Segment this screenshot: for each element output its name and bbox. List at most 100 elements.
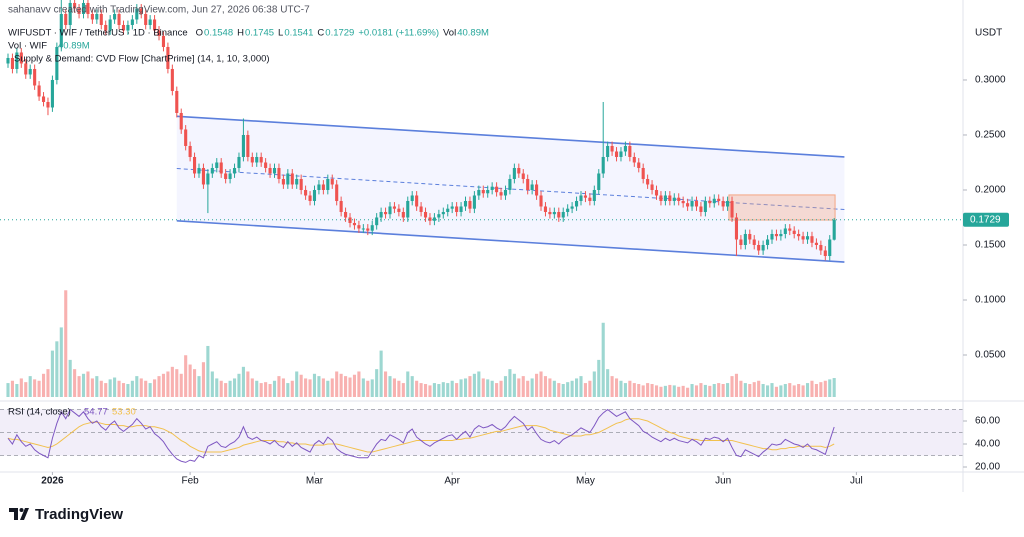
volume-bar <box>659 386 663 397</box>
candle-body <box>526 178 530 190</box>
candle-body <box>477 189 481 196</box>
y-tick-label: 0.3000 <box>975 75 1006 86</box>
candle-body <box>64 13 68 25</box>
volume-bar <box>428 385 432 397</box>
candle-body <box>686 203 690 207</box>
candle-body <box>15 52 19 69</box>
ohlc-letter: L <box>278 28 283 39</box>
ohlc-value: 0.1541 <box>284 28 313 39</box>
candle-body <box>153 19 157 31</box>
candle-body <box>774 233 778 237</box>
candle-body <box>272 167 277 174</box>
volume-bar <box>388 376 392 397</box>
candle-body <box>224 173 228 179</box>
volume-bar <box>406 371 410 397</box>
candle-body <box>423 211 428 218</box>
volume-bar <box>681 385 685 397</box>
volume-bar <box>361 378 365 397</box>
volume-bar <box>734 373 739 397</box>
candle-body <box>317 184 321 190</box>
volume-bar <box>46 369 50 397</box>
candle-body <box>592 189 596 201</box>
volume-bar <box>539 371 543 397</box>
candle-body <box>286 173 290 185</box>
candle-body <box>246 134 250 157</box>
volume-bar <box>37 380 41 397</box>
candle-body <box>28 68 32 75</box>
volume-bar <box>788 383 792 397</box>
volume-bar <box>450 380 454 397</box>
candle-body <box>681 200 685 204</box>
volume-bar <box>210 371 214 397</box>
candle-body <box>428 217 432 221</box>
candle-body <box>472 195 476 209</box>
candle-body <box>10 57 14 69</box>
candle-body <box>734 217 739 240</box>
candle-body <box>215 162 219 168</box>
candle-body <box>539 195 543 207</box>
candle-body <box>392 206 396 209</box>
volume-bar <box>432 383 436 397</box>
candle-body <box>446 208 450 212</box>
volume-bar <box>308 379 312 397</box>
volume-bar <box>419 383 423 397</box>
candle-body <box>348 217 352 223</box>
candle-body <box>792 230 796 234</box>
x-tick-label: Apr <box>444 476 460 487</box>
candle-body <box>255 156 259 163</box>
candle-body <box>814 242 818 245</box>
volume-bar <box>721 384 725 397</box>
supply-zone <box>728 194 836 221</box>
volume-bar <box>232 378 237 397</box>
volume-bar <box>708 385 712 397</box>
volume-bar <box>304 378 308 397</box>
volume-bar <box>614 378 619 397</box>
candle-body <box>95 13 99 20</box>
change: +0.0181 (+11.69%) <box>358 28 439 39</box>
volume-bar <box>423 384 428 397</box>
volume-bar <box>526 380 530 397</box>
volume-bar <box>646 383 650 397</box>
volume-bar <box>153 379 157 397</box>
volume-bar <box>86 371 90 397</box>
indicator-name: Supply & Demand: CVD Flow [ChartPrime] (… <box>14 54 270 65</box>
price-pane <box>6 0 845 397</box>
volume-bar <box>135 376 139 397</box>
volume-bar <box>179 373 183 397</box>
volume-bar <box>641 385 645 397</box>
candle-body <box>59 13 63 47</box>
candle-body <box>81 2 86 14</box>
volume-bar <box>384 371 388 397</box>
volume-bar <box>588 380 592 397</box>
volume-bar <box>543 376 548 397</box>
candle-body <box>508 178 512 190</box>
volume-bar <box>570 380 574 397</box>
candle-body <box>543 206 548 212</box>
volume-bar <box>410 376 414 397</box>
currency: USDT <box>975 28 1002 39</box>
volume-bar <box>24 382 28 397</box>
candle-body <box>161 35 166 47</box>
volume-bar <box>481 378 485 397</box>
brand: TradingView <box>35 506 123 523</box>
candle-body <box>566 208 570 212</box>
volume-bar <box>557 383 561 397</box>
candle-body <box>455 206 459 212</box>
candle-body <box>241 134 245 157</box>
volume-bar <box>628 380 632 397</box>
candle-body <box>104 24 108 31</box>
volume-bar <box>792 385 796 397</box>
volume-bar <box>566 382 570 397</box>
volume-bar <box>375 369 379 397</box>
candle-body <box>397 208 401 212</box>
candle-body <box>126 24 130 31</box>
candle-body <box>619 151 623 157</box>
volume-bar <box>175 369 179 397</box>
candle-body <box>575 200 579 207</box>
volume-bar <box>663 385 667 397</box>
volume-bar <box>623 383 627 397</box>
volume-bar <box>392 378 396 397</box>
candle-body <box>388 206 392 215</box>
volume-bar <box>743 383 747 397</box>
